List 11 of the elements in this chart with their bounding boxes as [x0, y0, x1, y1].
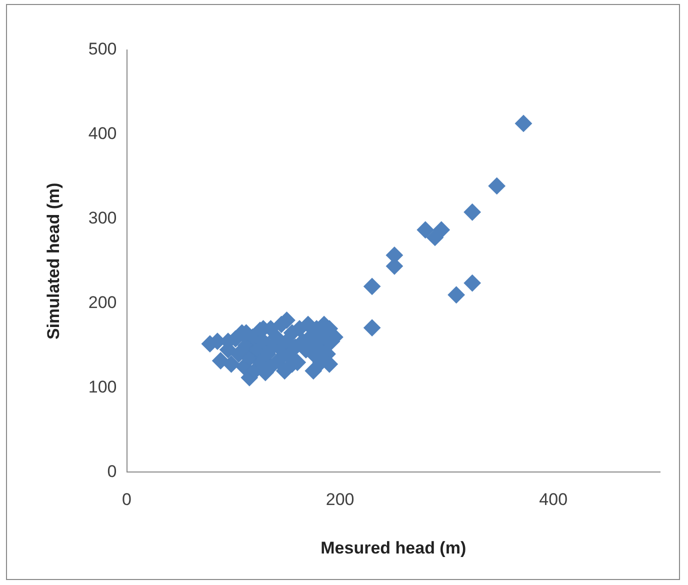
y-tick-label: 500: [88, 40, 117, 59]
x-tick-label: 200: [326, 490, 354, 510]
x-tick-label: 0: [122, 490, 132, 510]
y-tick-label: 300: [88, 208, 117, 228]
y-tick-label: 400: [88, 124, 117, 144]
x-axis-title: Mesured head (m): [320, 538, 466, 558]
y-tick-label: 100: [88, 377, 117, 396]
x-tick-label: 400: [539, 490, 568, 510]
y-axis-title: Simulated head (m): [44, 182, 63, 340]
y-tick-label: 200: [88, 293, 117, 312]
y-tick-label: 0: [107, 462, 117, 481]
